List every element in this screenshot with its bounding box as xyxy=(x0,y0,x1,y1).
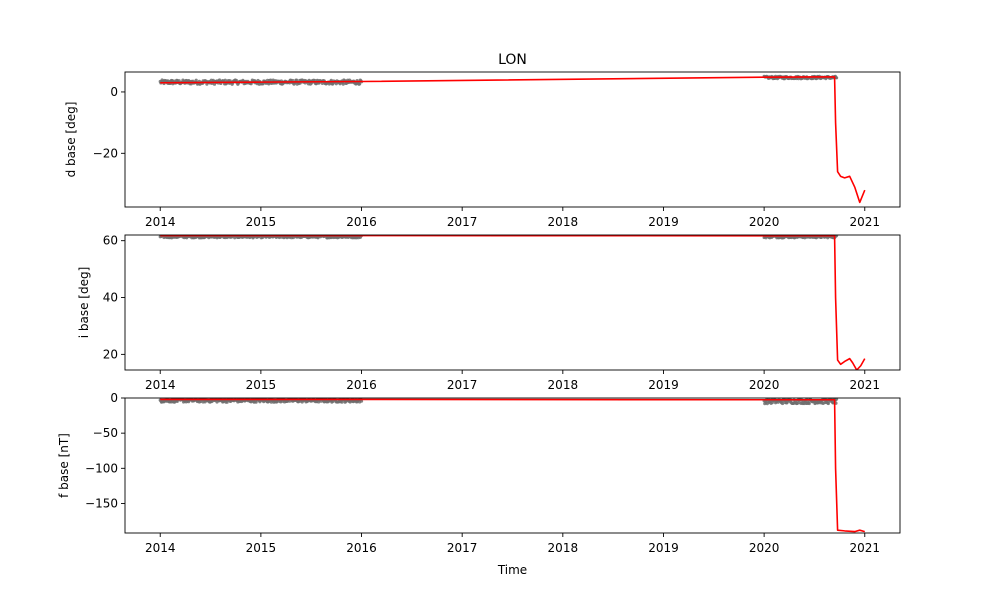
baseline-line xyxy=(160,76,866,204)
data-point xyxy=(223,78,227,82)
x-tick-label: 2020 xyxy=(749,215,780,229)
y-tick-label: −100 xyxy=(85,461,118,475)
y-axis-label: f base [nT] xyxy=(57,433,71,498)
y-axis-label: i base [deg] xyxy=(77,267,91,339)
data-point xyxy=(780,401,785,406)
y-tick-label: 20 xyxy=(103,347,118,361)
x-tick-label: 2016 xyxy=(346,215,377,229)
x-tick-label: 2016 xyxy=(346,541,377,555)
x-axis-label: Time xyxy=(497,563,527,577)
x-tick-label: 2015 xyxy=(246,541,277,555)
data-point xyxy=(358,82,362,86)
axes-frame xyxy=(124,71,901,208)
x-tick-label: 2021 xyxy=(849,215,880,229)
y-tick-label: 40 xyxy=(103,291,118,305)
plot-area xyxy=(158,235,866,370)
x-tick-label: 2018 xyxy=(548,378,579,392)
y-tick-label: 0 xyxy=(110,391,118,405)
data-point xyxy=(834,235,839,238)
x-tick-label: 2018 xyxy=(548,541,579,555)
x-tick-label: 2019 xyxy=(648,215,679,229)
plot-area xyxy=(158,74,866,204)
y-tick-label: −150 xyxy=(85,496,118,510)
x-tick-label: 2017 xyxy=(447,378,478,392)
x-tick-label: 2016 xyxy=(346,378,377,392)
data-point xyxy=(359,399,364,403)
plot-area xyxy=(158,398,865,533)
x-tick-label: 2019 xyxy=(648,378,679,392)
axes-frame xyxy=(124,397,901,534)
data-point xyxy=(294,78,299,82)
chart-title: LON xyxy=(498,52,527,68)
x-tick-label: 2017 xyxy=(447,215,478,229)
data-point xyxy=(834,398,839,401)
data-point xyxy=(177,79,181,83)
x-tick-label: 2014 xyxy=(145,215,176,229)
data-point xyxy=(826,401,830,406)
x-tick-label: 2019 xyxy=(648,541,679,555)
axes-frame xyxy=(124,234,901,371)
y-tick-label: −50 xyxy=(93,426,118,440)
x-tick-label: 2020 xyxy=(749,541,780,555)
x-tick-label: 2021 xyxy=(849,378,880,392)
subplot-2: 2014 2015 2016 2017 2018 2019 2020 2021 20 40 60 i … xyxy=(77,234,901,392)
baseline-line xyxy=(160,398,865,533)
y-tick-label: 60 xyxy=(103,234,118,248)
data-point xyxy=(807,401,811,406)
data-point xyxy=(261,82,265,86)
y-tick-label: −20 xyxy=(93,146,118,160)
baseline-line xyxy=(160,235,866,370)
subplot-1: 2014 2015 2016 2017 2018 2019 2020 2021 −20 0 d ba… xyxy=(64,71,901,229)
data-point xyxy=(320,81,324,86)
subplot-3: 2014 2015 2016 2017 2018 2019 2020 2021 −150 −100… xyxy=(57,391,901,555)
y-tick-label: 0 xyxy=(110,85,118,99)
data-point xyxy=(834,76,839,80)
x-tick-label: 2017 xyxy=(447,541,478,555)
x-tick-label: 2014 xyxy=(145,541,176,555)
x-tick-label: 2018 xyxy=(548,215,579,229)
x-tick-label: 2014 xyxy=(145,378,176,392)
x-tick-label: 2015 xyxy=(246,215,277,229)
data-point xyxy=(341,82,345,86)
x-tick-label: 2015 xyxy=(246,378,277,392)
y-axis-label: d base [deg] xyxy=(64,102,78,178)
x-tick-label: 2021 xyxy=(849,541,880,555)
x-tick-label: 2020 xyxy=(749,378,780,392)
